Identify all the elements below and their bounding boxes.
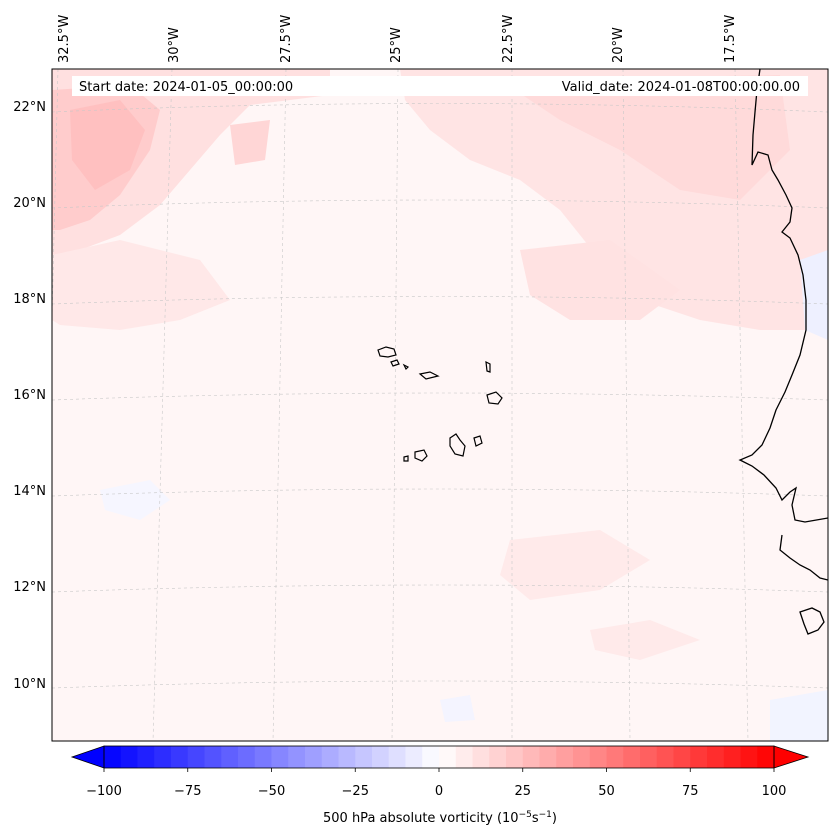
- colorbar-swatch: [338, 746, 356, 768]
- colorbar-ticks: −100 −75 −50 −25 0 25 50 75 100: [86, 768, 786, 799]
- africa-coastline: [738, 69, 828, 635]
- colorbar-swatch: [573, 746, 591, 768]
- lon-label: 20°W: [611, 27, 626, 63]
- colorbar-swatch: [221, 746, 239, 768]
- colorbar-swatch: [539, 746, 557, 768]
- lat-label: 14°N: [13, 484, 46, 499]
- lat-label: 18°N: [13, 292, 46, 307]
- colorbar-swatch: [472, 746, 490, 768]
- colorbar-swatch: [271, 746, 289, 768]
- latitude-labels: 22°N 20°N 18°N 16°N 14°N 12°N 10°N: [13, 100, 46, 692]
- colorbar-swatch: [640, 746, 658, 768]
- colorbar-swatch: [656, 746, 675, 768]
- map-frame: [51, 68, 829, 742]
- colorbar-swatch: [522, 746, 541, 768]
- colorbar-swatch: [740, 746, 758, 768]
- colorbar: [70, 745, 810, 769]
- lat-label: 16°N: [13, 388, 46, 403]
- colorbar-extend-high: [773, 745, 810, 769]
- colorbar-swatch: [204, 746, 222, 768]
- colorbar-tick-label: 25: [514, 784, 531, 799]
- colorbar-swatch: [455, 746, 474, 768]
- colorbar-swatch: [723, 746, 742, 768]
- colorbar-swatch: [690, 746, 708, 768]
- valid-date-label: Valid_date: 2024-01-08T00:00:00.00: [562, 80, 800, 95]
- colorbar-swatch: [187, 746, 206, 768]
- colorbar-swatch: [355, 746, 373, 768]
- lat-label: 20°N: [13, 196, 46, 211]
- colorbar-swatch: [305, 746, 323, 768]
- colorbar-swatch: [707, 746, 725, 768]
- colorbar-tick-label: 100: [762, 784, 787, 799]
- colorbar-swatch: [388, 746, 407, 768]
- colorbar-tick-label: 0: [435, 784, 443, 799]
- cape-verde-islands: [377, 346, 503, 462]
- colorbar-tick-label: 50: [598, 784, 615, 799]
- colorbar-swatch: [623, 746, 641, 768]
- lon-label: 17.5°W: [723, 15, 738, 63]
- colorbar-swatch: [506, 746, 524, 768]
- colorbar-swatch: [405, 746, 423, 768]
- colorbar-swatch: [137, 746, 155, 768]
- lon-label: 30°W: [167, 27, 182, 63]
- lat-label: 22°N: [13, 100, 46, 115]
- colorbar-swatch: [439, 746, 457, 768]
- colorbar-swatch: [238, 746, 256, 768]
- graticule: [52, 69, 828, 741]
- colorbar-extend-low: [70, 745, 105, 769]
- colorbar-swatch: [288, 746, 306, 768]
- colorbar-swatch: [606, 746, 624, 768]
- lon-label: 22.5°W: [501, 15, 516, 63]
- colorbar-swatch: [254, 746, 273, 768]
- colorbar-swatch: [321, 746, 340, 768]
- colorbar-tick-label: −25: [342, 784, 369, 799]
- colorbar-swatch: [673, 746, 691, 768]
- colorbar-tick-label: 75: [682, 784, 699, 799]
- lon-label: 32.5°W: [57, 15, 72, 63]
- colorbar-tick-label: −100: [86, 784, 122, 799]
- start-date-label: Start date: 2024-01-05_00:00:00: [79, 80, 293, 95]
- colorbar-swatch: [489, 746, 507, 768]
- colorbar-swatch: [556, 746, 574, 768]
- lat-label: 12°N: [13, 580, 46, 595]
- colorbar-swatch: [120, 746, 139, 768]
- colorbar-swatch: [757, 746, 775, 768]
- lon-label: 27.5°W: [279, 15, 294, 63]
- colorbar-label: 500 hPa absolute vorticity (10−5s−1): [323, 810, 557, 826]
- map-panel: [52, 69, 828, 741]
- colorbar-tick-label: −50: [258, 784, 285, 799]
- lat-label: 10°N: [13, 677, 46, 692]
- date-banner: [72, 76, 808, 96]
- longitude-labels: 32.5°W 30°W 27.5°W 25°W 22.5°W 20°W 17.5…: [57, 15, 738, 63]
- colorbar-swatch: [104, 746, 122, 768]
- colorbar-swatch: [589, 746, 608, 768]
- vorticity-shading: [52, 69, 828, 741]
- colorbar-swatch: [154, 746, 172, 768]
- colorbar-swatch: [171, 746, 189, 768]
- colorbar-swatch: [422, 746, 440, 768]
- colorbar-swatch: [372, 746, 390, 768]
- lon-label: 25°W: [389, 27, 404, 63]
- colorbar-tick-label: −75: [174, 784, 201, 799]
